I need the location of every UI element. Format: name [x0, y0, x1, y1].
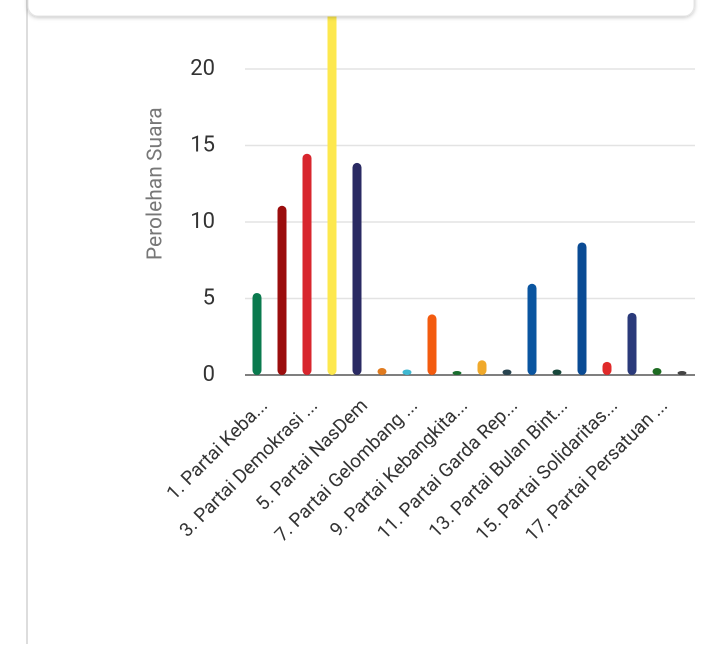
y-tick-label: 15	[190, 132, 215, 157]
bar	[402, 369, 412, 375]
bar	[527, 283, 537, 375]
bar	[277, 205, 287, 375]
bar	[302, 153, 312, 375]
bar	[377, 367, 387, 375]
bar	[452, 371, 462, 375]
bar	[577, 242, 587, 375]
bar	[252, 292, 262, 375]
bar	[627, 312, 637, 375]
bar	[552, 369, 562, 375]
y-tick-label: 10	[190, 209, 215, 234]
bar	[602, 361, 612, 375]
top-card	[27, 0, 695, 17]
bar	[502, 369, 512, 375]
bar	[352, 162, 362, 375]
bar	[677, 371, 687, 375]
bar	[427, 314, 437, 375]
y-tick-label: 5	[203, 285, 215, 310]
bar	[652, 367, 662, 375]
y-axis-title: Perolehan Suara	[144, 107, 168, 260]
bar	[327, 16, 337, 375]
y-tick-label: 20	[190, 56, 215, 81]
bar	[477, 360, 487, 375]
y-tick-label: 0	[203, 362, 215, 387]
